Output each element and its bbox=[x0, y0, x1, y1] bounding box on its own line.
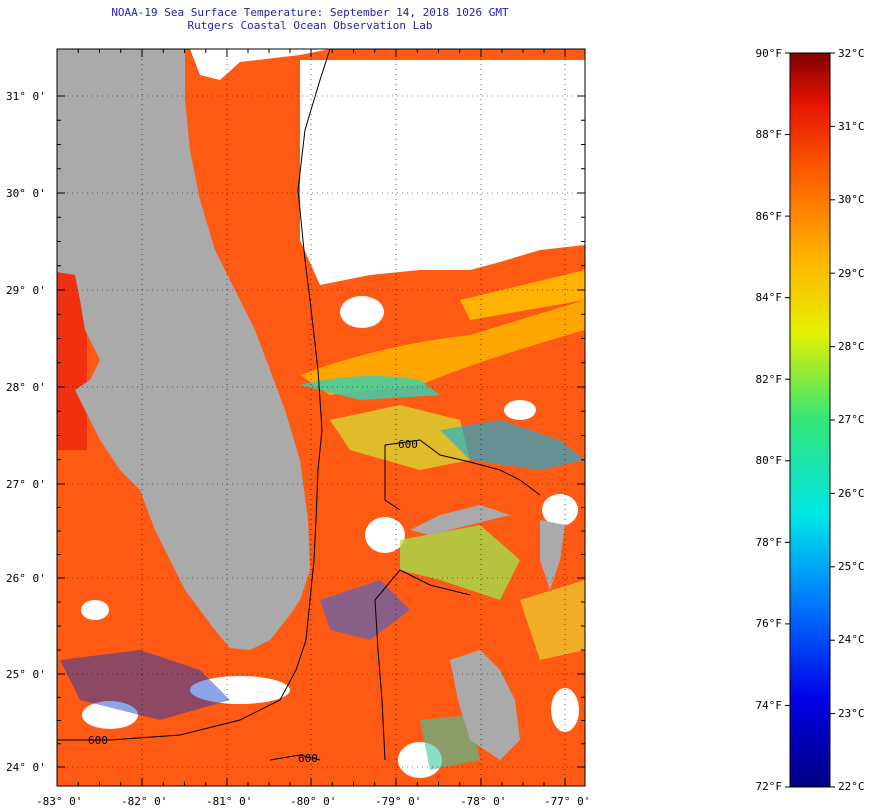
temperature-colorbar bbox=[789, 52, 831, 788]
colorbar-fahrenheit-labels: 90°F 88°F 86°F 84°F 82°F 80°F 78°F 76°F … bbox=[756, 47, 783, 793]
lon-label: -80° 0' bbox=[290, 795, 336, 808]
cloud-patch bbox=[82, 701, 138, 729]
celsius-label: 30°C bbox=[838, 193, 865, 206]
cloud-patch bbox=[504, 400, 536, 420]
fahrenheit-label: 80°F bbox=[756, 454, 783, 467]
map-frame bbox=[56, 48, 586, 787]
fahrenheit-label: 82°F bbox=[756, 373, 783, 386]
celsius-label: 25°C bbox=[838, 560, 865, 573]
lon-label: -78° 0' bbox=[460, 795, 506, 808]
celsius-label: 26°C bbox=[838, 487, 865, 500]
lat-label: 26° 0' bbox=[6, 572, 46, 585]
fahrenheit-label: 74°F bbox=[756, 699, 783, 712]
colorbar-celsius-labels: 32°C 31°C 30°C 29°C 28°C 27°C 26°C 25°C … bbox=[838, 47, 865, 793]
bahamas-land-abaco bbox=[540, 520, 565, 590]
longitude-labels: -83° 0' -82° 0' -81° 0' -80° 0' -79° 0' … bbox=[36, 795, 590, 808]
latitude-labels: 31° 0' 30° 0' 29° 0' 28° 0' 27° 0' 26° 0… bbox=[6, 90, 46, 774]
cloud-patch bbox=[190, 676, 290, 704]
celsius-label: 24°C bbox=[838, 633, 865, 646]
map-subtitle: Rutgers Coastal Ocean Observation Lab bbox=[187, 19, 433, 32]
cool-water-patches bbox=[60, 270, 585, 770]
cloud-patch bbox=[340, 296, 384, 328]
fahrenheit-label: 72°F bbox=[756, 780, 783, 793]
fahrenheit-label: 84°F bbox=[756, 291, 783, 304]
lon-label: -79° 0' bbox=[375, 795, 421, 808]
contour-label: 600 bbox=[298, 752, 318, 765]
lat-label: 30° 0' bbox=[6, 187, 46, 200]
lat-label: 28° 0' bbox=[6, 381, 46, 394]
celsius-label: 22°C bbox=[838, 780, 865, 793]
celsius-label: 32°C bbox=[838, 47, 865, 60]
lon-label: -81° 0' bbox=[206, 795, 252, 808]
contour-label: 600 bbox=[398, 438, 418, 451]
contour-label: 600 bbox=[88, 734, 108, 747]
lon-label: -83° 0' bbox=[36, 795, 82, 808]
lake-okeechobee bbox=[224, 476, 256, 504]
colorbar-ticks bbox=[785, 52, 835, 788]
fahrenheit-label: 90°F bbox=[756, 47, 783, 60]
celsius-label: 27°C bbox=[838, 413, 865, 426]
lat-label: 27° 0' bbox=[6, 478, 46, 491]
celsius-label: 28°C bbox=[838, 340, 865, 353]
celsius-label: 29°C bbox=[838, 267, 865, 280]
fahrenheit-label: 78°F bbox=[756, 536, 783, 549]
cloud-cover bbox=[300, 60, 585, 285]
bahamas-land-grand bbox=[410, 505, 510, 535]
lat-label: 25° 0' bbox=[6, 668, 46, 681]
cloud-patch bbox=[542, 494, 578, 526]
cloud-patch bbox=[365, 517, 405, 553]
cloud-cover-top bbox=[57, 49, 330, 80]
map-ticks bbox=[56, 49, 585, 786]
lon-label: -77° 0' bbox=[544, 795, 590, 808]
bahamas-land-andros bbox=[450, 650, 520, 760]
map-title: NOAA-19 Sea Surface Temperature: Septemb… bbox=[111, 6, 509, 19]
cloud-patch bbox=[81, 600, 109, 620]
fahrenheit-label: 76°F bbox=[756, 617, 783, 630]
celsius-label: 23°C bbox=[838, 707, 865, 720]
lat-label: 24° 0' bbox=[6, 761, 46, 774]
celsius-label: 31°C bbox=[838, 120, 865, 133]
isobath-contours bbox=[57, 49, 541, 761]
lat-label: 29° 0' bbox=[6, 284, 46, 297]
fahrenheit-label: 86°F bbox=[756, 210, 783, 223]
fahrenheit-label: 88°F bbox=[756, 128, 783, 141]
graticule bbox=[56, 49, 585, 786]
lon-label: -82° 0' bbox=[121, 795, 167, 808]
lat-label: 31° 0' bbox=[6, 90, 46, 103]
